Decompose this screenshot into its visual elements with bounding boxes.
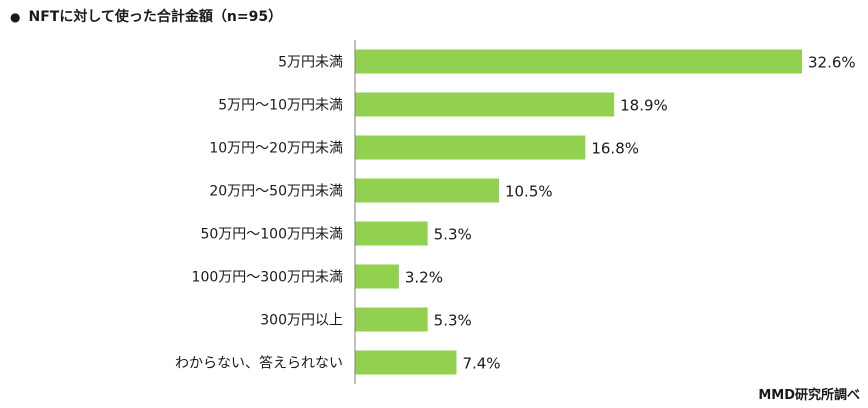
bar <box>355 264 399 289</box>
category-label: 20万円～50万円未満 <box>209 184 343 200</box>
category-label: 300万円以上 <box>260 313 343 329</box>
value-label: 3.2% <box>405 269 443 287</box>
category-label: 5万円未満 <box>278 55 343 71</box>
bar <box>355 307 428 332</box>
category-label: 5万円～10万円未満 <box>218 98 343 114</box>
category-label: 100万円～300万円未満 <box>192 270 343 286</box>
category-label: 10万円～20万円未満 <box>209 141 343 157</box>
bar <box>355 92 615 117</box>
value-label: 10.5% <box>505 183 553 201</box>
bar <box>355 135 586 160</box>
value-label: 7.4% <box>462 355 500 373</box>
category-label: 50万円～100万円未満 <box>200 227 343 243</box>
value-label: 5.3% <box>434 226 472 244</box>
value-label: 18.9% <box>620 97 668 115</box>
value-label: 16.8% <box>591 140 639 158</box>
value-label: 32.6% <box>808 54 856 72</box>
bars-group: 5万円未満 32.6% 5万円～10万円未満 18.9% 10万円～20万円未満 16.8… <box>175 49 856 375</box>
chart-title: ● NFTに対して使った合計金額（n=95） <box>10 6 282 26</box>
bar <box>355 221 428 246</box>
category-label: わからない、答えられない <box>175 355 343 372</box>
source-credit: MMD研究所調べ <box>758 388 860 403</box>
bar <box>355 350 457 375</box>
bar <box>355 49 802 74</box>
bullet-icon: ● <box>10 10 21 24</box>
bar <box>355 178 499 203</box>
value-label: 5.3% <box>434 312 472 330</box>
chart-title-text: NFTに対して使った合計金額（n=95） <box>28 9 283 25</box>
